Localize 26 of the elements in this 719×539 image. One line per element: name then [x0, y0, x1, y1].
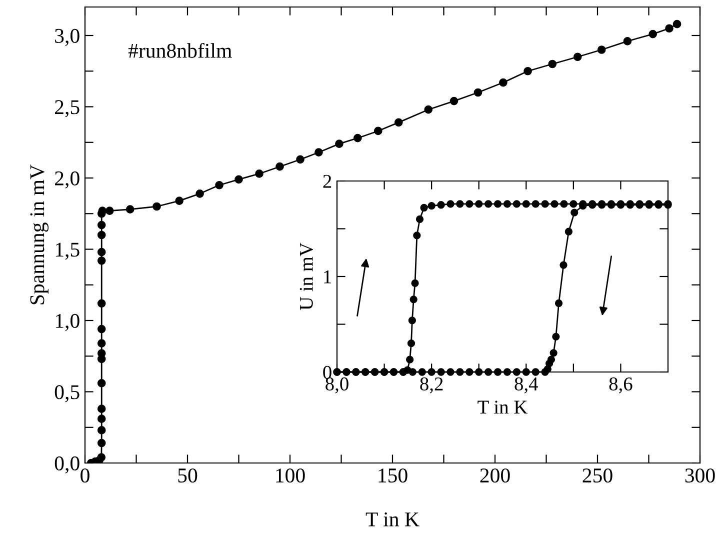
y-tick-label: 2 [323, 174, 332, 188]
annotation: #run8nbfilm [128, 42, 232, 58]
x-tick-label: 8,0 [326, 377, 348, 394]
x-tick-label: 50 [178, 468, 198, 483]
y-axis-title: U in mV [300, 242, 314, 310]
y-tick-label: 0,5 [54, 385, 80, 402]
y-axis-title: Spannung in mV [30, 164, 49, 304]
x-tick-label: 150 [378, 468, 408, 483]
x-axis-title: T in K [366, 512, 420, 526]
x-tick-label: 8,4 [514, 377, 538, 394]
x-tick-label: 100 [276, 468, 305, 483]
y-tick-label: 3,0 [55, 28, 80, 46]
y-tick-label: 1,5 [56, 242, 80, 260]
x-axis-title: T in K [478, 400, 528, 414]
y-tick-label: 1,0 [56, 314, 80, 331]
y-tick-label: 0,0 [54, 456, 80, 474]
x-tick-label: 200 [480, 468, 510, 483]
y-tick-label: 0 [323, 366, 332, 379]
x-tick-label: 8,2 [420, 377, 443, 394]
y-tick-label: 1 [324, 270, 331, 284]
y-tick-label: 2,5 [55, 100, 80, 118]
x-tick-label: 0 [80, 468, 90, 483]
x-tick-label: 300 [685, 468, 715, 483]
x-tick-label: 8,6 [609, 377, 632, 394]
x-tick-label: 250 [582, 468, 612, 483]
y-tick-label: 2,0 [55, 171, 80, 188]
